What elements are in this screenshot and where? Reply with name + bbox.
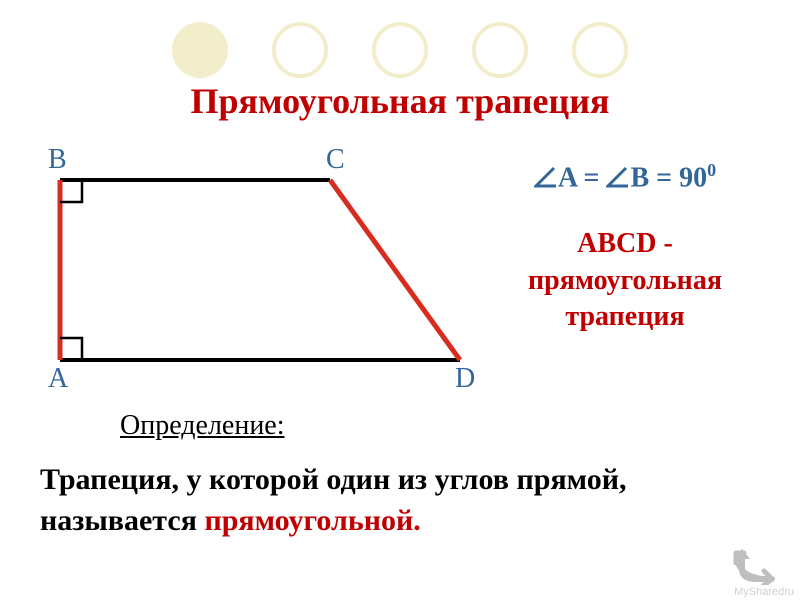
side-text-block: A = B = 900 ABCD - прямоугольная трапеци…	[480, 160, 770, 336]
return-button[interactable]	[730, 549, 780, 585]
circle-icon	[370, 20, 430, 80]
vertex-B-label: B	[48, 144, 67, 176]
watermark: MySharedru	[734, 586, 794, 598]
circle-icon	[170, 20, 230, 80]
abcd-line2: прямоугольная	[528, 265, 722, 296]
angle-eq-suffix: = 90	[649, 162, 707, 193]
angle-eq-sup: 0	[707, 160, 716, 180]
definition-red: прямоугольной.	[204, 504, 420, 537]
abcd-line1: ABCD -	[577, 228, 673, 259]
vertex-D-label: D	[455, 363, 475, 395]
angle-equation: A = B = 900	[480, 160, 770, 196]
definition-label: Определение:	[120, 410, 285, 442]
definition-text: Трапеция, у которой один из углов прямой…	[40, 460, 760, 541]
abcd-statement: ABCD - прямоугольная трапеция	[480, 226, 770, 335]
vertex-C-label: C	[326, 144, 345, 176]
circle-icon	[270, 20, 330, 80]
angle-eq-prefix: A =	[558, 162, 607, 193]
vertex-A-label: A	[48, 363, 68, 395]
trapezoid-figure: B C A D	[20, 150, 490, 400]
abcd-line3: трапеция	[565, 301, 684, 332]
page-title: Прямоугольная трапеция	[0, 80, 800, 122]
circle-icon	[570, 20, 630, 80]
angle-eq-mid: B	[630, 162, 649, 193]
angle-icon	[606, 164, 630, 196]
circle-icon	[470, 20, 530, 80]
angle-icon	[534, 164, 558, 196]
